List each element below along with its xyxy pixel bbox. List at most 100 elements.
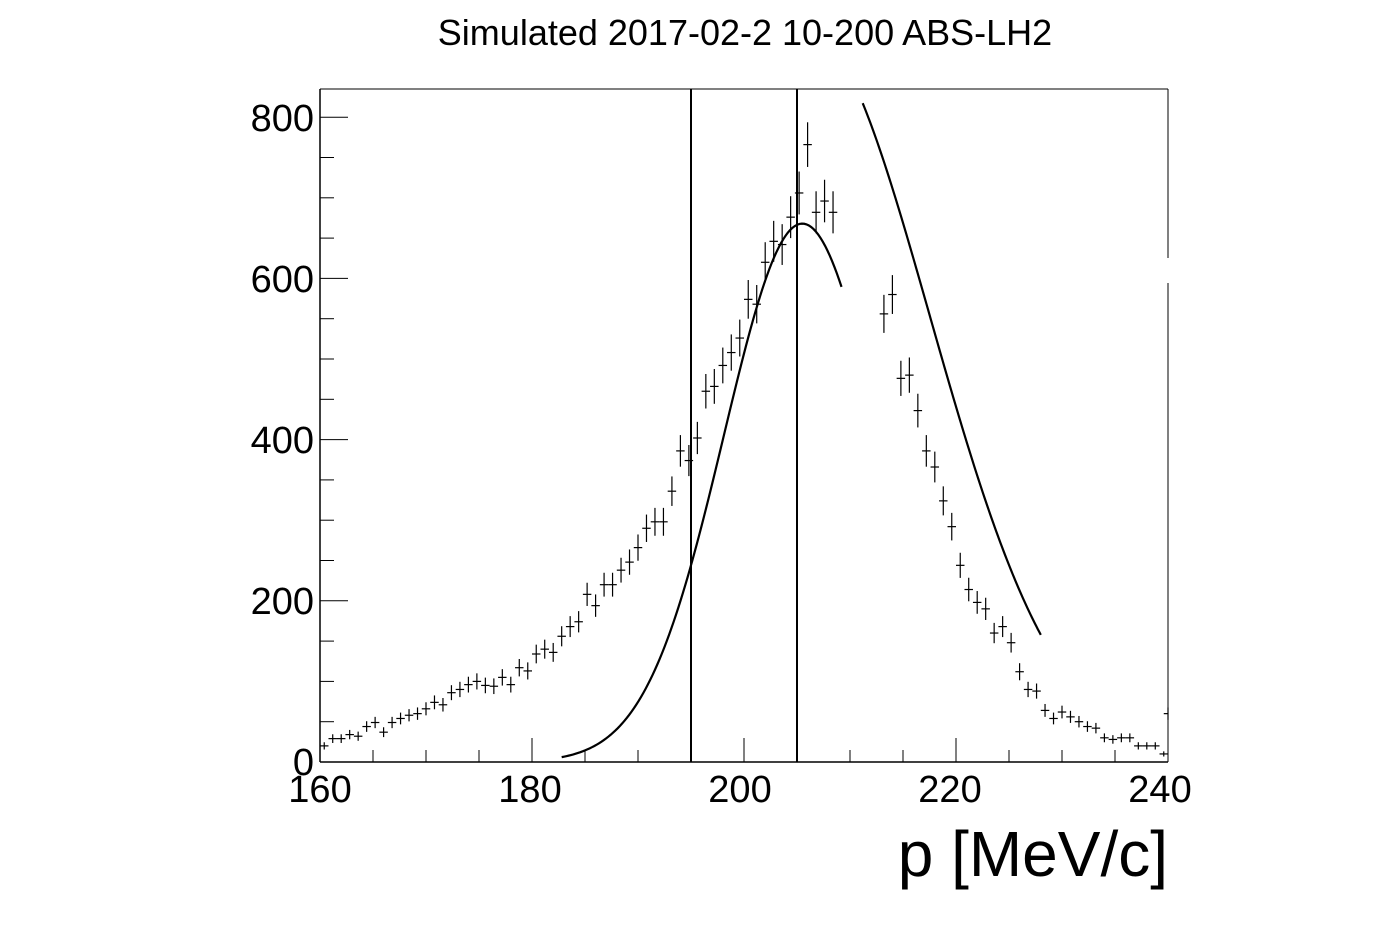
data-point <box>464 676 473 693</box>
data-point <box>438 698 448 712</box>
data-point <box>1151 742 1160 750</box>
data-point <box>353 731 363 741</box>
data-point <box>481 677 490 694</box>
y-minor-ticks <box>320 157 334 723</box>
data-point <box>345 729 354 740</box>
data-point <box>1108 735 1118 744</box>
data-point <box>633 534 643 561</box>
vertical-marker-lines <box>690 89 798 762</box>
data-point <box>888 275 897 314</box>
data-point <box>913 393 923 428</box>
data-point <box>1091 722 1101 734</box>
data-point <box>1125 733 1135 743</box>
data-point <box>769 220 778 262</box>
data-point <box>1083 721 1092 732</box>
data-point <box>981 597 990 620</box>
plot-frame <box>319 88 1169 763</box>
data-point <box>489 678 499 695</box>
data-point <box>794 171 804 215</box>
chart-title: Simulated 2017-02-2 10-200 ABS-LH2 <box>438 12 1052 53</box>
fit-curve <box>861 102 1042 636</box>
data-point <box>735 319 744 357</box>
x-major-ticks <box>319 738 1169 762</box>
x-tick-label: 160 <box>288 769 351 811</box>
data-point <box>684 445 694 477</box>
data-point <box>1006 632 1016 653</box>
data-point <box>956 552 965 578</box>
data-point <box>336 734 346 743</box>
data-point <box>472 673 482 690</box>
y-tick-label: 0 <box>293 742 314 784</box>
x-tick-label: 180 <box>498 769 561 811</box>
data-point <box>727 334 736 371</box>
data-point <box>523 662 532 680</box>
data-point <box>430 695 439 710</box>
data-point <box>506 676 516 693</box>
x-axis-title: p [MeV/c] <box>898 818 1168 890</box>
data-point <box>659 507 668 536</box>
data-point <box>320 742 329 750</box>
data-point <box>1142 742 1152 750</box>
data-point <box>803 122 812 167</box>
data-point <box>693 421 702 455</box>
data-point <box>930 451 940 483</box>
fit-curves <box>561 102 1042 759</box>
data-point <box>421 702 431 716</box>
data-point <box>650 507 660 536</box>
data-point <box>515 658 524 677</box>
data-point <box>608 572 617 597</box>
data-point <box>710 369 719 404</box>
data-point <box>828 191 838 234</box>
data-point <box>404 709 414 722</box>
data-point <box>574 611 583 633</box>
data-point <box>1057 705 1067 719</box>
data-point <box>1134 742 1143 750</box>
data-point <box>879 294 889 333</box>
data-point <box>667 476 677 506</box>
data-point <box>616 557 626 583</box>
data-point <box>455 681 465 698</box>
data-point <box>370 716 380 729</box>
data-point <box>905 357 914 393</box>
data-point <box>642 514 651 542</box>
data-point <box>557 626 566 647</box>
data-point <box>413 707 422 720</box>
data-point <box>1100 733 1109 743</box>
data-point <box>625 549 634 575</box>
data-point <box>718 347 728 384</box>
data-point <box>676 435 685 467</box>
data-point <box>532 644 541 664</box>
y-tick-label: 200 <box>251 581 314 623</box>
data-point <box>939 486 948 516</box>
fit-curve <box>561 222 843 759</box>
data-point <box>1163 707 1169 720</box>
data-point <box>1049 712 1058 725</box>
data-point <box>362 721 371 732</box>
y-major-ticks <box>320 116 348 763</box>
data-point <box>896 360 906 396</box>
data-point <box>498 669 507 686</box>
data-point <box>328 734 337 743</box>
data-point <box>1066 710 1075 723</box>
data-point <box>744 280 753 319</box>
data-point <box>760 242 770 283</box>
data-point <box>387 716 397 729</box>
histogram-points <box>320 122 1169 757</box>
data-point <box>548 642 558 662</box>
y-tick-label: 400 <box>251 420 314 462</box>
data-point <box>591 594 600 617</box>
data-point <box>1023 681 1033 698</box>
data-point <box>599 572 609 597</box>
data-point <box>1117 733 1126 743</box>
data-point <box>565 616 575 638</box>
data-point <box>1015 663 1024 681</box>
x-tick-label: 220 <box>918 769 981 811</box>
data-point <box>972 591 982 614</box>
data-point <box>964 577 973 602</box>
data-point <box>701 373 711 409</box>
data-point <box>998 616 1007 638</box>
data-point <box>1040 703 1050 717</box>
y-tick-labels: 0 200 400 600 800 <box>251 98 314 784</box>
y-tick-label: 600 <box>251 259 314 301</box>
